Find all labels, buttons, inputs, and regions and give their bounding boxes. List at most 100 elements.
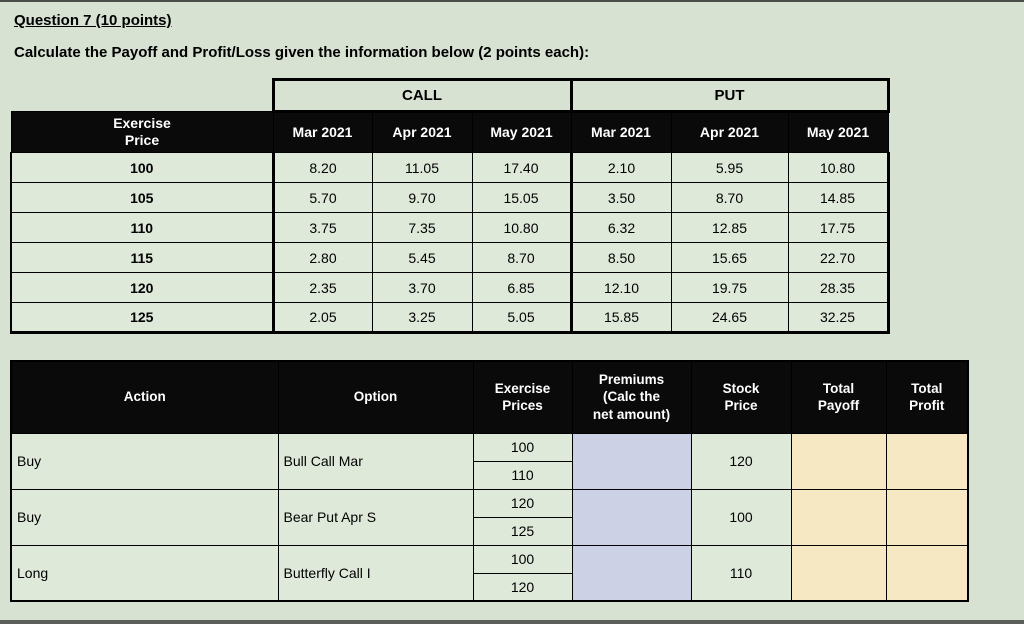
option-price-cell: 17.40 — [471, 152, 572, 183]
month-header-put-apr: Apr 2021 — [670, 111, 789, 153]
action-cell: Long — [10, 544, 279, 602]
option-price-cell: 8.70 — [670, 182, 789, 213]
scan-edge-top — [0, 0, 1024, 2]
option-cell: Butterfly Call I — [277, 544, 474, 602]
option-price-cell: 2.05 — [271, 302, 373, 334]
option-cell: Bull Call Mar — [277, 432, 474, 490]
premium-input-cell[interactable] — [571, 544, 692, 602]
option-price-cell: 15.85 — [569, 302, 672, 334]
option-price-cell: 3.75 — [271, 212, 373, 243]
option-price-cell: 19.75 — [670, 272, 789, 303]
option-price-cell: 2.35 — [271, 272, 373, 303]
option-price-cell: 24.65 — [670, 302, 789, 334]
option-price-cell: 28.35 — [787, 272, 890, 303]
option-price-cell: 12.10 — [569, 272, 672, 303]
option-price-cell: 3.70 — [371, 272, 473, 303]
option-price-cell: 17.75 — [787, 212, 890, 243]
option-price-cell: 11.05 — [371, 152, 473, 183]
worksheet-row-butterfly-call: Long Butterfly Call I 100 110 — [10, 544, 969, 602]
action-column-header: Action — [10, 360, 279, 434]
option-price-cell: 2.10 — [569, 152, 672, 183]
exercise-price-cell: 100 — [10, 152, 274, 183]
exercise-price-cell: 125 — [10, 302, 274, 334]
option-price-cell: 14.85 — [787, 182, 890, 213]
total-profit-input-cell[interactable] — [885, 432, 969, 490]
option-price-cell: 5.70 — [271, 182, 373, 213]
exercise-price-header: Exercise Price — [10, 111, 274, 153]
question-instructions: Calculate the Payoff and Profit/Loss giv… — [14, 44, 590, 61]
exercise-price-cell: 120 — [472, 572, 573, 602]
option-price-cell: 5.45 — [371, 242, 473, 273]
option-price-cell: 12.85 — [670, 212, 789, 243]
option-price-cell: 6.85 — [471, 272, 572, 303]
option-price-cell: 22.70 — [787, 242, 890, 273]
exercise-price-cell: 120 — [10, 272, 274, 303]
option-price-cell: 15.65 — [670, 242, 789, 273]
worksheet-subrow: 110 — [11, 460, 968, 490]
option-cell: Bear Put Apr S — [277, 488, 474, 546]
exercise-price-cell: 105 — [10, 182, 274, 213]
premium-input-cell[interactable] — [571, 488, 692, 546]
total-payoff-input-cell[interactable] — [790, 544, 887, 602]
call-group-header: CALL — [271, 78, 573, 113]
option-prices-table: CALL PUT Exercise Price Mar 2021 Apr 202… — [10, 78, 890, 334]
total-payoff-column-header: Total Payoff — [790, 360, 887, 434]
corner-spacer — [11, 80, 273, 112]
exercise-price-cell: 115 — [10, 242, 274, 273]
price-row-100: 100 8.20 11.05 17.40 2.10 5.95 10.80 — [10, 152, 890, 183]
premiums-column-header: Premiums (Calc the net amount) — [571, 360, 692, 434]
option-price-cell: 7.35 — [371, 212, 473, 243]
total-profit-column-header: Total Profit — [885, 360, 969, 434]
option-price-cell: 8.70 — [471, 242, 572, 273]
month-header-call-may: May 2021 — [471, 111, 572, 153]
option-price-cell: 5.05 — [471, 302, 572, 334]
total-profit-input-cell[interactable] — [885, 544, 969, 602]
total-profit-input-cell[interactable] — [885, 488, 969, 546]
question-title: Question 7 (10 points) — [14, 12, 172, 29]
month-header-put-mar: Mar 2021 — [570, 111, 672, 153]
exercise-price-cell: 100 — [472, 544, 573, 574]
worksheet-row-bear-put: Buy Bear Put Apr S 120 100 — [10, 488, 969, 546]
option-price-cell: 3.25 — [371, 302, 473, 334]
put-group-header: PUT — [569, 78, 890, 113]
exercise-price-cell: 110 — [472, 460, 573, 490]
price-row-105: 105 5.70 9.70 15.05 3.50 8.70 14.85 — [10, 182, 890, 213]
option-price-cell: 5.95 — [670, 152, 789, 183]
exercise-price-cell: 125 — [472, 516, 573, 546]
option-price-cell: 9.70 — [371, 182, 473, 213]
option-column-header: Option — [277, 360, 474, 434]
month-header-call-mar: Mar 2021 — [272, 111, 373, 153]
column-header-row: Exercise Price Mar 2021 Apr 2021 May 202… — [10, 111, 889, 153]
option-price-cell: 3.50 — [569, 182, 672, 213]
action-cell: Buy — [10, 432, 279, 490]
option-price-cell: 6.32 — [569, 212, 672, 243]
option-price-cell: 15.05 — [471, 182, 572, 213]
worksheet-header-row: Action Option Exercise Prices Premiums (… — [10, 360, 969, 434]
price-row-115: 115 2.80 5.45 8.70 8.50 15.65 22.70 — [10, 242, 890, 273]
premium-input-cell[interactable] — [571, 432, 692, 490]
worksheet-subrow: 120 — [11, 572, 968, 602]
stock-price-column-header: Stock Price — [690, 360, 792, 434]
worksheet-table: Action Option Exercise Prices Premiums (… — [10, 360, 969, 602]
exercise-price-cell: 110 — [10, 212, 274, 243]
option-price-cell: 8.50 — [569, 242, 672, 273]
stock-price-cell: 120 — [690, 432, 792, 490]
price-row-125: 125 2.05 3.25 5.05 15.85 24.65 32.25 — [10, 302, 890, 334]
stock-price-cell: 110 — [690, 544, 792, 602]
total-payoff-input-cell[interactable] — [790, 432, 887, 490]
option-price-cell: 8.20 — [271, 152, 373, 183]
option-price-cell: 10.80 — [471, 212, 572, 243]
group-header-row: CALL PUT — [11, 78, 890, 113]
option-price-cell: 32.25 — [787, 302, 890, 334]
action-cell: Buy — [10, 488, 279, 546]
total-payoff-input-cell[interactable] — [790, 488, 887, 546]
worksheet-row-bull-call: Buy Bull Call Mar 100 120 — [10, 432, 969, 490]
price-row-110: 110 3.75 7.35 10.80 6.32 12.85 17.75 — [10, 212, 890, 243]
exercise-price-cell: 100 — [472, 432, 573, 462]
stock-price-cell: 100 — [690, 488, 792, 546]
scan-edge-bottom — [0, 620, 1024, 624]
month-header-put-may: May 2021 — [787, 111, 889, 153]
exercise-prices-column-header: Exercise Prices — [472, 360, 573, 434]
option-price-cell: 2.80 — [271, 242, 373, 273]
price-row-120: 120 2.35 3.70 6.85 12.10 19.75 28.35 — [10, 272, 890, 303]
